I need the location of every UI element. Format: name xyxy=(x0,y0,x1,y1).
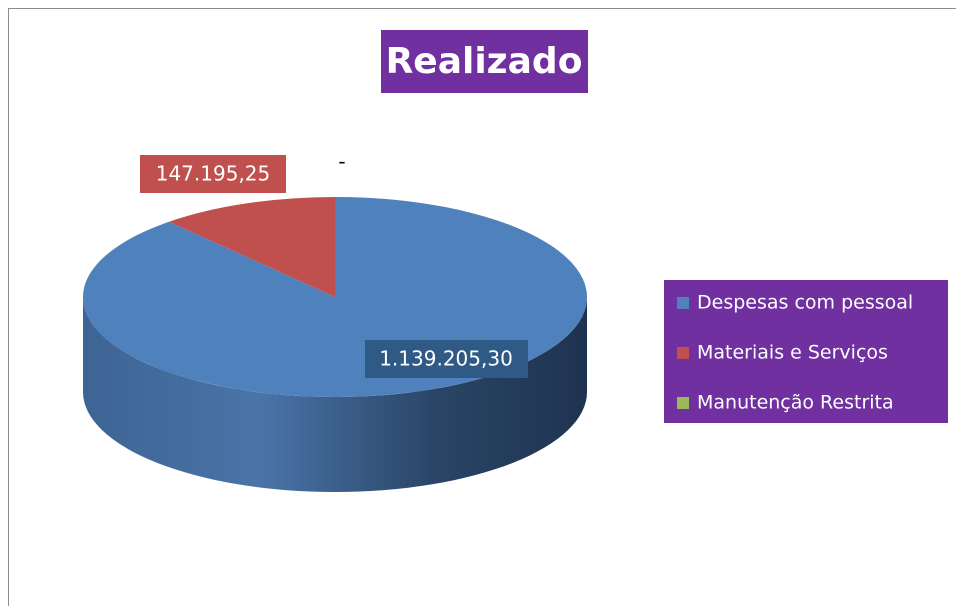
legend-label: Despesas com pessoal xyxy=(697,292,913,314)
legend-label: Materiais e Serviços xyxy=(697,342,888,364)
legend-swatch xyxy=(677,397,689,409)
data-labels: 1.139.205,30 147.195,25 - xyxy=(140,150,528,378)
chart-title: Realizado xyxy=(386,41,583,82)
pie-slice xyxy=(169,197,335,297)
legend: Despesas com pessoal Materiais e Serviços… xyxy=(677,292,913,414)
legend-label: Manutenção Restrita xyxy=(697,392,894,414)
legend-box xyxy=(664,280,948,423)
legend-swatch xyxy=(677,347,689,359)
title-box xyxy=(381,30,588,93)
data-label: 1.139.205,30 xyxy=(379,347,513,371)
data-label-box xyxy=(365,340,528,378)
data-label: 147.195,25 xyxy=(156,162,271,186)
data-label: - xyxy=(338,150,345,174)
pie-side xyxy=(83,297,587,492)
data-label-box xyxy=(140,155,286,193)
legend-swatch xyxy=(677,297,689,309)
